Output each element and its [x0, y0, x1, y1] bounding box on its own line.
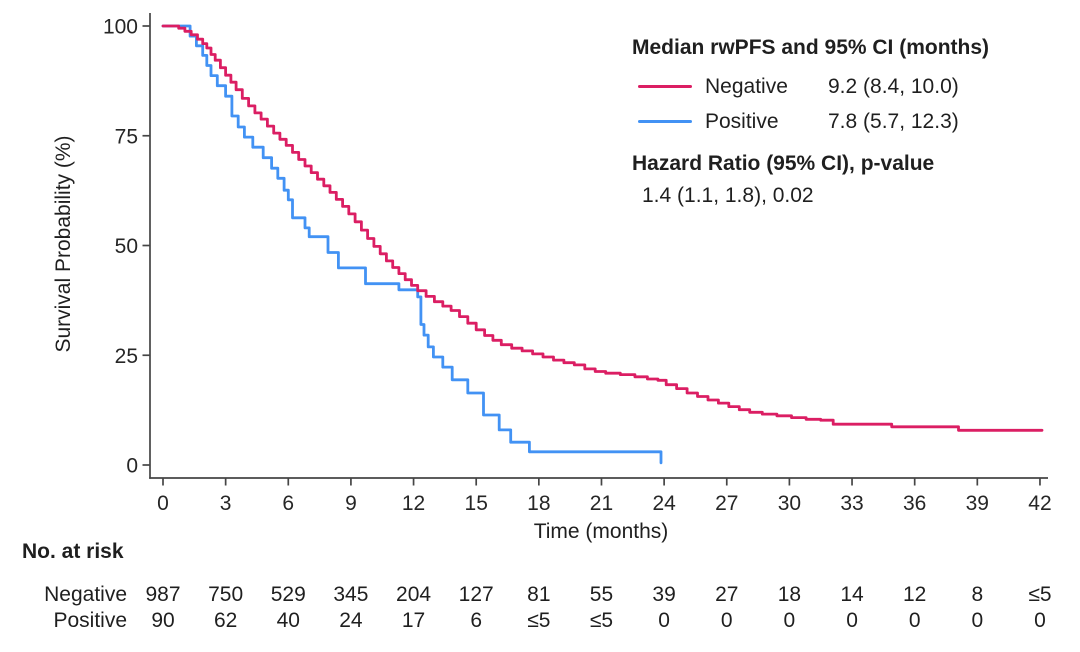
risk-count: 40	[276, 609, 300, 632]
x-tick-label: 15	[465, 492, 488, 515]
risk-count: 0	[783, 609, 796, 632]
risk-count: 17	[401, 609, 426, 632]
legend-row-negative: Negative 9.2 (8.4, 10.0)	[630, 75, 1075, 98]
x-tick-label: 39	[966, 492, 989, 515]
risk-count: ≤5	[1028, 583, 1052, 606]
legend-label-positive: Positive	[705, 110, 779, 133]
y-tick-label: 75	[115, 125, 138, 148]
risk-count: ≤5	[589, 609, 614, 632]
risk-count: 0	[1034, 609, 1046, 632]
risk-count: 0	[658, 609, 670, 632]
risk-count: ≤5	[527, 609, 551, 632]
risk-count: 55	[589, 583, 614, 606]
legend-median-positive: 7.8 (5.7, 12.3)	[828, 110, 959, 133]
y-tick-label: 0	[126, 455, 138, 478]
x-tick-label: 42	[1028, 492, 1051, 515]
x-axis-title: Time (months)	[533, 520, 669, 543]
risk-count: 127	[458, 583, 494, 606]
x-tick-label: 27	[715, 492, 738, 515]
hazard-ratio-title: Hazard Ratio (95% CI), p-value	[632, 152, 935, 175]
risk-count: 987	[145, 583, 181, 606]
risk-count: 90	[151, 609, 175, 632]
x-tick-label: 6	[282, 492, 294, 515]
risk-count: 750	[208, 583, 244, 606]
risk-count: 39	[652, 583, 676, 606]
risk-count: 0	[908, 609, 921, 632]
risk-count: 14	[840, 583, 864, 606]
legend: Median rwPFS and 95% CI (months) Negativ…	[630, 36, 1075, 231]
x-tick-label: 18	[527, 492, 550, 515]
survival-curve-negative	[161, 24, 1044, 432]
risk-count: 81	[527, 583, 551, 606]
risk-count: 6	[470, 609, 483, 632]
survival-curve-positive	[161, 24, 663, 465]
hazard-ratio-value: 1.4 (1.1, 1.8), 0.02	[642, 184, 814, 207]
risk-count: 345	[333, 583, 369, 606]
negative-line-swatch	[638, 85, 692, 89]
y-tick-label: 50	[115, 235, 138, 258]
x-tick-label: 9	[345, 492, 357, 515]
risk-count: 24	[339, 609, 363, 632]
x-tick-label: 3	[220, 492, 232, 515]
x-tick-label: 33	[840, 492, 863, 515]
legend-row-positive: Positive 7.8 (5.7, 12.3)	[630, 110, 1075, 133]
risk-count: 27	[715, 583, 739, 606]
legend-median-negative: 9.2 (8.4, 10.0)	[828, 75, 959, 98]
x-tick-label: 36	[903, 492, 926, 515]
y-tick-label: 100	[103, 16, 138, 39]
risk-count: 529	[270, 583, 306, 606]
risk-count: 18	[777, 583, 802, 606]
risk-table-title: No. at risk	[22, 540, 124, 563]
risk-count: 204	[396, 583, 432, 606]
risk-row-label-positive: Positive	[53, 609, 127, 632]
risk-count: 8	[971, 583, 984, 606]
legend-title: Median rwPFS and 95% CI (months)	[632, 36, 990, 59]
y-axis-title: Survival Probability (%)	[52, 135, 75, 353]
risk-row-label-negative: Negative	[44, 583, 127, 606]
y-tick-label: 25	[115, 345, 138, 368]
x-tick-label: 12	[402, 492, 425, 515]
positive-line-swatch	[638, 120, 692, 124]
x-tick-label: 24	[652, 492, 676, 515]
risk-count: 12	[902, 583, 927, 606]
x-tick-label: 30	[778, 492, 801, 515]
risk-count: 0	[720, 609, 733, 632]
risk-count: 0	[971, 609, 984, 632]
legend-label-negative: Negative	[705, 75, 788, 98]
x-tick-label: 0	[157, 492, 169, 515]
x-tick-label: 21	[590, 492, 613, 515]
risk-count: 62	[213, 609, 238, 632]
risk-count: 0	[846, 609, 858, 632]
